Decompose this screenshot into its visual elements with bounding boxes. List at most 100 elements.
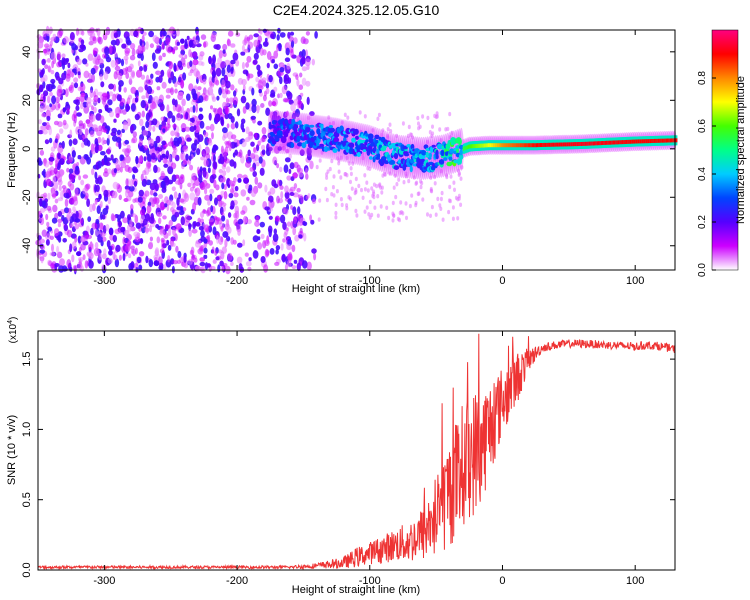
noise-dot [294,234,300,242]
noise-dot [52,33,57,39]
noise-dot [219,260,224,267]
noise-dot [96,27,101,37]
noise-dot [52,175,56,184]
noise-dot [260,233,265,240]
signal-blob [301,142,307,149]
noise-dot [38,210,42,216]
noise-dot [62,238,67,243]
noise-dot [126,97,131,105]
signal-core [475,144,479,148]
noise-dot [138,155,143,163]
noise-dot [159,248,165,254]
noise-dot [51,95,57,105]
signal-blob [323,146,329,152]
noise-dot [244,252,249,257]
noise-dot [173,141,180,147]
noise-dot [43,74,48,82]
noise-dot [76,27,79,36]
noise-dot [366,188,370,193]
noise-dot [380,132,384,137]
noise-dot [202,78,207,85]
noise-dot [183,255,187,263]
noise-dot [66,229,73,238]
noise-dot [51,243,54,253]
noise-dot [95,218,100,225]
signal-core [602,141,605,145]
noise-dot [257,35,262,43]
noise-dot [174,88,178,94]
noise-dot [230,237,234,245]
noise-dot [122,236,126,246]
noise-dot [246,36,250,42]
noise-dot [47,95,51,104]
noise-dot [289,31,295,36]
signal-core [665,138,669,143]
signal-core [583,141,586,146]
noise-dot [73,82,79,89]
noise-dot [64,207,70,214]
noise-dot [452,180,456,185]
noise-dot [247,72,250,81]
noise-dot [340,202,344,208]
noise-dot [80,179,85,186]
noise-dot [429,186,433,192]
noise-dot [360,187,363,193]
signal-core [653,138,657,143]
noise-dot [271,101,277,107]
noise-dot [110,39,117,46]
noise-dot [122,252,126,262]
noise-dot [285,110,289,117]
signal-core [592,141,596,146]
snr-y-ticks: 0.0 0.5 1.0 1.5 [21,351,675,578]
signal-core [649,139,653,144]
noise-dot [174,211,180,218]
signal-core [562,142,565,147]
noise-dot [266,33,271,39]
noise-dot [93,248,100,256]
noise-dot [39,238,45,244]
noise-dot [129,76,133,81]
snr-y-multiplier-base: (x10 [8,323,19,343]
signal-core [514,143,517,148]
noise-dot [149,189,154,196]
noise-dot [279,92,283,98]
noise-dot [107,196,112,205]
noise-dot [98,193,102,200]
signal-core [547,142,550,147]
noise-dot [140,173,144,182]
noise-dot [292,172,298,179]
noise-dot [261,144,266,151]
signal-core [533,143,536,148]
noise-dot [55,133,60,141]
noise-dot [309,111,315,117]
noise-dot [102,236,107,242]
noise-dot [97,144,103,152]
noise-dot [280,214,286,224]
noise-dot [288,168,292,175]
noise-dot [289,186,296,192]
noise-dot [272,114,277,119]
noise-dot [199,107,203,112]
noise-dot [127,214,131,221]
noise-dot [103,248,107,256]
noise-dot [101,93,108,98]
noise-dot [148,241,153,248]
noise-dot [203,131,209,138]
noise-dot [311,198,317,204]
noise-dot [439,169,443,174]
signal-core [489,143,492,148]
noise-dot [102,32,108,41]
noise-dot [120,226,126,233]
noise-dot [264,248,270,258]
x-tick-label: -300 [93,575,115,587]
noise-dot [448,198,452,204]
noise-dot [301,66,308,72]
noise-dot [431,131,435,136]
noise-dot [57,113,63,119]
noise-dot [145,255,149,264]
noise-dot [63,36,69,44]
noise-dot [217,264,221,273]
noise-dot [108,227,114,236]
noise-dot [99,74,103,81]
noise-dot [211,93,215,100]
